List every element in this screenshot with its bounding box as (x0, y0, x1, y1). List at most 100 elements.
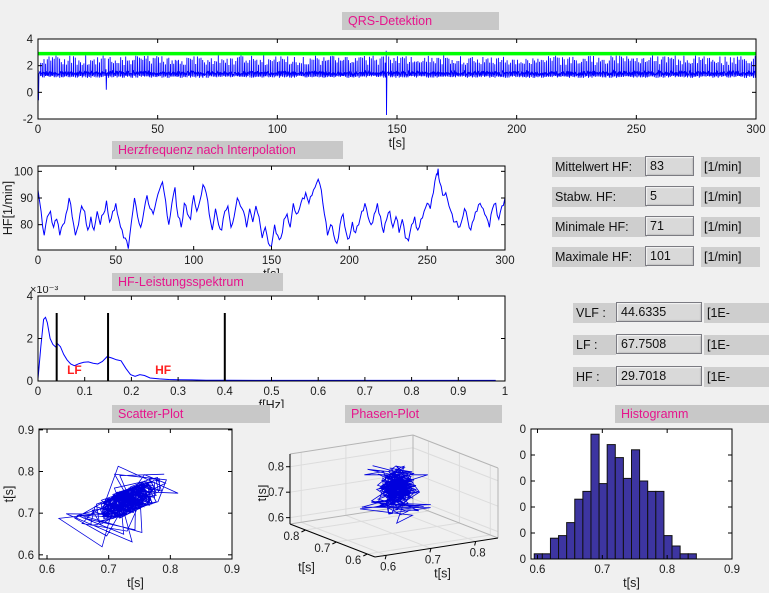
histogram-plot: 0.6 0.7 0.8 0.9 0 10 20 30 40 50 t[s] (520, 424, 740, 590)
svg-text:200: 200 (507, 124, 526, 136)
svg-text:t[s]: t[s] (127, 576, 144, 590)
svg-text:0.1: 0.1 (77, 386, 93, 398)
svg-text:0.8: 0.8 (659, 564, 675, 576)
svg-text:0.3: 0.3 (170, 386, 186, 398)
svg-text:300: 300 (746, 124, 765, 136)
svg-text:50: 50 (151, 124, 164, 136)
lf-value-field[interactable]: 67.7508 (616, 334, 702, 354)
svg-text:t[s]: t[s] (389, 136, 406, 150)
scatter-plot: 0.6 0.7 0.8 0.9 0.6 0.7 0.8 0.9 t[s] t[s] (2, 425, 240, 590)
svg-text:100: 100 (268, 124, 287, 136)
svg-text:0.7: 0.7 (314, 543, 330, 555)
svg-text:0: 0 (520, 554, 526, 566)
heart-rate-plot: 0501001502002503008090100t[s]HF[1/min] (1, 165, 515, 281)
svg-text:4: 4 (27, 34, 34, 46)
svg-text:30: 30 (520, 476, 526, 488)
min-hf-unit: [1/min] (701, 217, 760, 237)
svg-text:0.7: 0.7 (357, 386, 373, 398)
svg-text:0.9: 0.9 (224, 564, 240, 576)
svg-text:0.8: 0.8 (162, 564, 178, 576)
svg-text:0.7: 0.7 (18, 508, 34, 520)
svg-text:0: 0 (35, 386, 41, 398)
hf-value-field[interactable]: 29.7018 (616, 366, 702, 386)
svg-text:300: 300 (495, 255, 514, 267)
svg-text:150: 150 (387, 124, 406, 136)
svg-text:100: 100 (14, 166, 33, 178)
scatter-panel-title: Scatter-Plot (112, 405, 270, 423)
lf-label: LF : (573, 335, 616, 355)
max-hf-label: Maximale HF: (552, 247, 647, 267)
spectrum-panel-title: HF-Leistungsspektrum (112, 273, 283, 291)
std-hf-unit: [1/min] (701, 187, 760, 207)
svg-text:0.9: 0.9 (450, 386, 466, 398)
svg-text:0.4: 0.4 (217, 386, 234, 398)
svg-text:0.7: 0.7 (101, 564, 117, 576)
svg-text:0: 0 (35, 124, 41, 136)
svg-text:1: 1 (502, 386, 508, 398)
svg-text:0.6: 0.6 (529, 564, 545, 576)
vlf-label: VLF : (573, 303, 616, 323)
std-hf-value-field[interactable]: 5 (645, 186, 694, 206)
svg-text:t[s]: t[s] (298, 561, 315, 575)
svg-text:0.6: 0.6 (18, 550, 34, 562)
phase-plot-3d: 0.6 0.6 0.6 0.7 0.7 0.7 0.8 0.8 0.8 t[s] t[s] t[s] (258, 434, 499, 581)
mean-hf-unit: [1/min] (701, 157, 760, 177)
lf-unit: [1E- (704, 335, 769, 355)
svg-text:250: 250 (627, 124, 646, 136)
svg-text:0.6: 0.6 (380, 561, 396, 573)
svg-text:2: 2 (27, 334, 33, 346)
mean-hf-label: Mittelwert HF: (552, 157, 647, 177)
svg-text:0.6: 0.6 (39, 564, 55, 576)
svg-text:-2: -2 (23, 114, 33, 126)
mean-hf-value-field[interactable]: 83 (645, 156, 694, 176)
svg-text:0.5: 0.5 (264, 386, 280, 398)
svg-text:0.2: 0.2 (123, 386, 139, 398)
svg-text:40: 40 (520, 450, 526, 462)
max-hf-unit: [1/min] (701, 247, 760, 267)
hr-panel-title: Herzfrequenz nach Interpolation (112, 141, 343, 159)
max-hf-value-field[interactable]: 101 (645, 246, 694, 266)
svg-text:150: 150 (262, 255, 281, 267)
std-hf-label: Stabw. HF: (552, 187, 647, 207)
svg-text:0.8: 0.8 (268, 462, 284, 474)
svg-text:0.8: 0.8 (18, 467, 34, 479)
svg-text:0.9: 0.9 (18, 425, 34, 437)
min-hf-label: Minimale HF: (552, 217, 647, 237)
hist-panel-title: Histogramm (615, 405, 769, 423)
svg-text:0.7: 0.7 (425, 554, 441, 566)
svg-text:0.7: 0.7 (594, 564, 610, 576)
svg-text:t[s]: t[s] (2, 486, 16, 503)
hf-unit: [1E- (704, 367, 769, 387)
phase-panel-title: Phasen-Plot (345, 405, 502, 423)
vlf-unit: [1E- (704, 303, 769, 323)
svg-text:HF[1/min]: HF[1/min] (1, 181, 15, 235)
min-hf-value-field[interactable]: 71 (645, 216, 694, 236)
power-spectrum-plot: LF HF 0 0.1 0.2 0.3 0.4 0.5 0.6 0.7 0.8 0.9 1 0 2 4 f[Hz… (27, 286, 509, 408)
svg-text:0.6: 0.6 (345, 555, 361, 567)
svg-text:20: 20 (520, 502, 526, 514)
svg-text:0.8: 0.8 (470, 547, 486, 559)
svg-text:0.9: 0.9 (724, 564, 740, 576)
svg-text:0.8: 0.8 (283, 531, 299, 543)
svg-text:4: 4 (27, 291, 34, 303)
svg-text:0: 0 (27, 376, 33, 388)
qrs-panel-title: QRS-Detektion (342, 12, 499, 30)
svg-text:0: 0 (27, 87, 33, 99)
svg-text:×10⁻³: ×10⁻³ (30, 286, 58, 296)
svg-text:0: 0 (35, 255, 41, 267)
svg-text:80: 80 (20, 220, 33, 232)
svg-text:10: 10 (520, 528, 526, 540)
svg-text:t[s]: t[s] (258, 485, 269, 502)
vlf-value-field[interactable]: 44.6335 (616, 302, 702, 322)
svg-text:0.6: 0.6 (268, 513, 284, 525)
svg-text:0.7: 0.7 (268, 487, 284, 499)
svg-text:LF: LF (67, 363, 82, 377)
svg-text:HF: HF (155, 363, 171, 377)
svg-text:100: 100 (184, 255, 203, 267)
svg-text:t[s]: t[s] (623, 576, 640, 590)
svg-text:250: 250 (418, 255, 437, 267)
svg-text:0.8: 0.8 (404, 386, 420, 398)
svg-text:f[Hz]: f[Hz] (259, 398, 285, 408)
